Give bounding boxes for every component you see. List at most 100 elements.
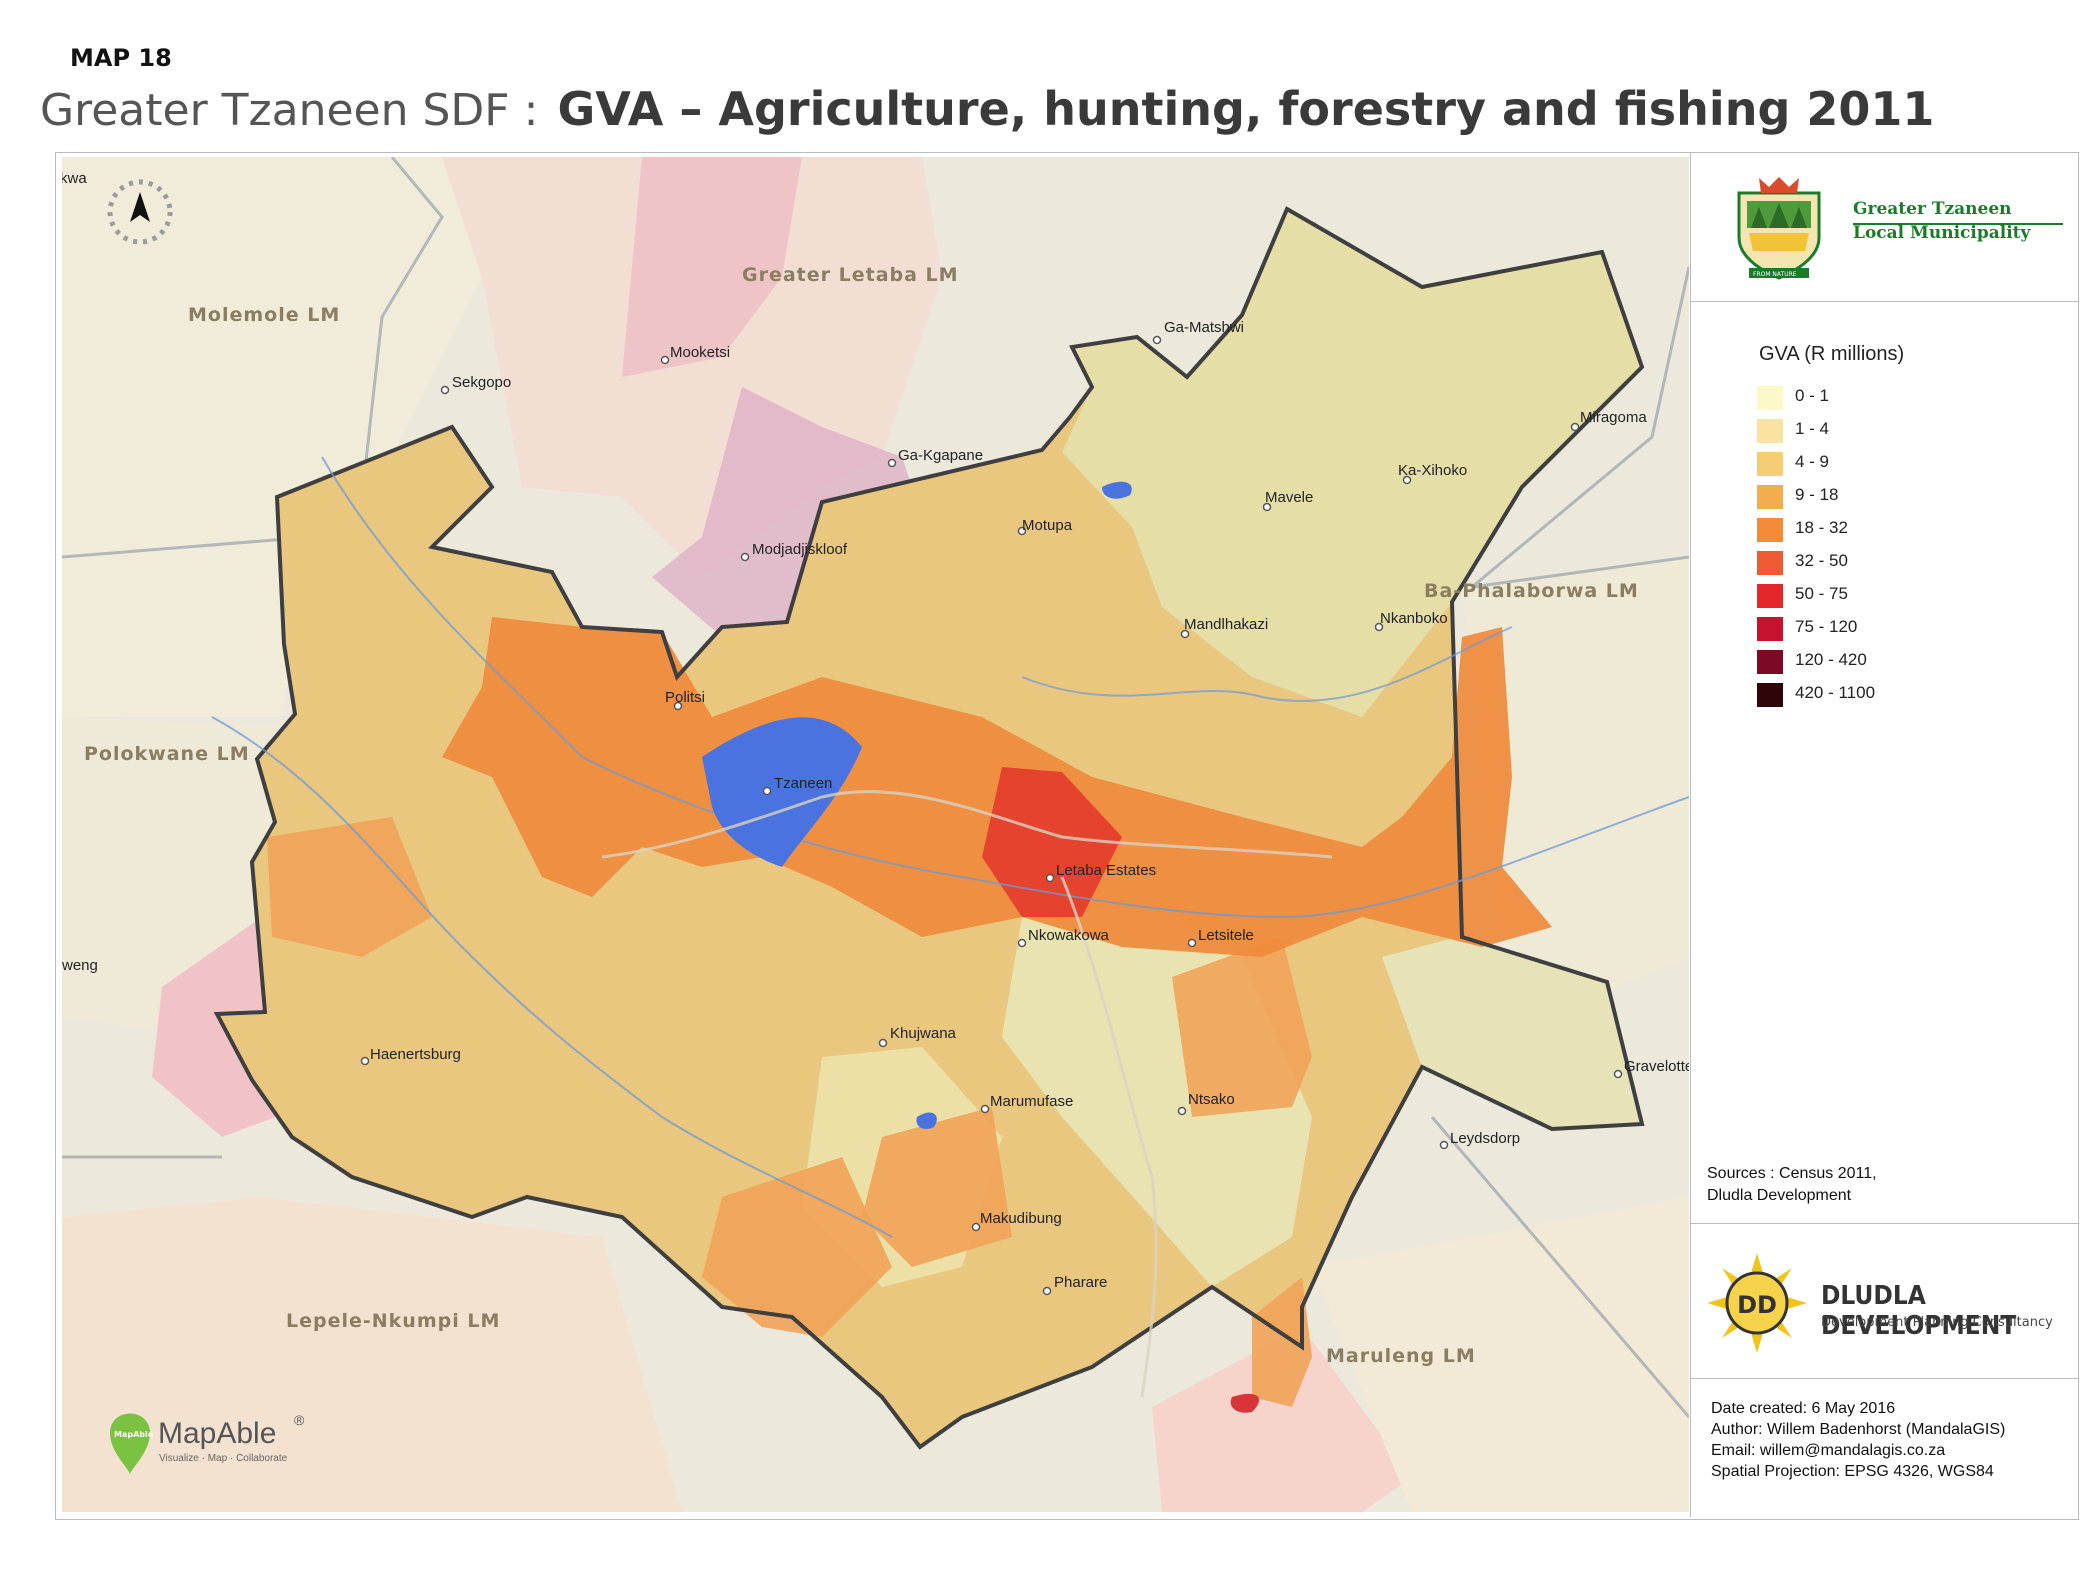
legend-label: 18 - 32 — [1795, 518, 1848, 537]
place-label-politsi: Politsi — [665, 689, 705, 706]
map-svg[interactable]: Greater Letaba LM Molemole LM Polokwane … — [62, 157, 1689, 1512]
place-marker — [660, 355, 670, 365]
region-label-lepele-nkumpi: Lepele-Nkumpi LM — [286, 1310, 500, 1332]
lm-boundary-line — [1471, 555, 1689, 589]
legend-label: 32 - 50 — [1795, 551, 1848, 570]
place-label-nkowakowa: Nkowakowa — [1028, 927, 1110, 944]
tzaneen-dam — [702, 717, 862, 867]
credit-date: Date created: 6 May 2016 — [1711, 1400, 1896, 1417]
river — [1021, 626, 1513, 702]
municipality-name-line2: Local Municipality — [1853, 223, 2031, 243]
place-marker — [1439, 1140, 1449, 1150]
gva-class-9-18-letsitele — [1172, 937, 1312, 1117]
place-label-kwa: kwa — [62, 170, 87, 187]
legend-title: GVA (R millions) — [1759, 343, 1905, 365]
place-label-gravelotte: Gravelotte — [1624, 1058, 1689, 1075]
place-marker — [878, 1038, 888, 1048]
place-marker — [762, 786, 772, 796]
legend-panel: FROM NATURE Greater Tzaneen Local Munici… — [1690, 153, 2078, 1517]
place-marker — [1187, 938, 1197, 948]
sources-note: Sources : Census 2011, Dludla Developmen… — [1707, 1163, 1877, 1207]
lepele-nkumpi-area — [62, 1197, 682, 1512]
gva-class-18-32-core — [442, 617, 1552, 957]
dludla-tagline: Development Planning Consultancy — [1821, 1315, 2053, 1330]
map-number: MAP 18 — [70, 44, 172, 72]
legend-swatch — [1757, 452, 1783, 476]
legend-label: 0 - 1 — [1795, 386, 1830, 405]
legend-label: 1 - 4 — [1795, 419, 1830, 438]
place-marker — [740, 552, 750, 562]
mapable-badge-text: MapAble — [114, 1430, 154, 1439]
place-marker — [971, 1222, 981, 1232]
legend-label: 50 - 75 — [1795, 584, 1848, 603]
place-label-miragoma: Miragoma — [1580, 409, 1647, 426]
place-label-mooketsi: Mooketsi — [670, 344, 730, 361]
place-label-pharare: Pharare — [1054, 1274, 1107, 1291]
greater-letaba-pink — [622, 157, 802, 377]
place-label-mandlhakazi: Mandlhakazi — [1184, 616, 1268, 633]
credits-block: Date created: 6 May 2016 Author: Willem … — [1711, 1398, 2005, 1482]
place-marker — [1262, 502, 1272, 512]
place-label-leydsdorp: Leydsdorp — [1450, 1130, 1520, 1147]
place-marker — [1180, 629, 1190, 639]
sun-icon: DD — [1707, 1253, 1807, 1353]
municipality-motto: FROM NATURE — [1753, 271, 1797, 278]
legend-label: 4 - 9 — [1795, 452, 1830, 471]
lm-boundary-line — [62, 535, 313, 559]
legend-label: 9 - 18 — [1795, 485, 1839, 504]
legend-swatch — [1757, 683, 1783, 707]
sources-line2: Dludla Development — [1707, 1187, 1852, 1204]
place-label-letaba-estates: Letaba Estates — [1056, 862, 1156, 879]
gva-class-32-50 — [982, 767, 1122, 917]
sources-line1: Sources : Census 2011, — [1707, 1165, 1877, 1182]
place-label-weng: weng — [62, 957, 98, 974]
credit-projection: Spatial Projection: EPSG 4326, WGS84 — [1711, 1463, 1994, 1480]
title-prefix: Greater Tzaneen SDF : — [40, 85, 539, 136]
region-label-greater-letaba: Greater Letaba LM — [742, 264, 959, 286]
greater-tzaneen-boundary — [213, 206, 1645, 1450]
region-label-polokwane: Polokwane LM — [84, 743, 250, 765]
lm-boundary-line — [1430, 1116, 1689, 1418]
lm-boundary-line — [1471, 266, 1689, 589]
title-main: GVA – Agriculture, hunting, forestry and… — [557, 82, 1935, 136]
mapable-tagline: Visualize · Map · Collaborate — [159, 1453, 288, 1464]
place-label-nkanboko: Nkanboko — [1380, 610, 1448, 627]
place-marker — [1017, 938, 1027, 948]
dludla-logo: DD — [1707, 1253, 1807, 1353]
gva-class-9-18-south — [702, 1157, 892, 1337]
place-marker — [887, 458, 897, 468]
gva-class-9-18-se — [1252, 1277, 1312, 1407]
place-marker — [1045, 873, 1055, 883]
legend-swatch — [1757, 584, 1783, 608]
maruleng-pink — [1152, 1327, 1412, 1512]
legend-swatch — [1757, 419, 1783, 443]
place-label-modjadjiskloof: Modjadjiskloof — [752, 541, 848, 558]
map-canvas[interactable]: Greater Letaba LM Molemole LM Polokwane … — [62, 157, 1689, 1512]
gva-class-0-1-east — [1382, 937, 1642, 1129]
place-marker — [1177, 1106, 1187, 1116]
legend-label: 75 - 120 — [1795, 617, 1858, 636]
map-title: Greater Tzaneen SDF : GVA – Agriculture,… — [40, 82, 1934, 136]
place-marker — [360, 1056, 370, 1066]
panel-divider — [1691, 1223, 2078, 1224]
place-label-ntsako: Ntsako — [1188, 1091, 1235, 1108]
place-label-khujwana: Khujwana — [890, 1025, 957, 1042]
region-label-maruleng: Maruleng LM — [1326, 1345, 1476, 1367]
legend-label: 420 - 1100 — [1795, 683, 1876, 702]
legend-swatch — [1757, 650, 1783, 674]
municipality-rule — [1853, 223, 2063, 225]
place-marker — [980, 1104, 990, 1114]
municipality-name-line1: Greater Tzaneen — [1853, 199, 2012, 219]
water-body — [1230, 1393, 1260, 1413]
dludla-name: DLUDLA DEVELOPMENT — [1821, 1281, 2017, 1341]
road — [601, 790, 1333, 859]
place-marker — [1613, 1069, 1623, 1079]
gva-class-9-18-west — [267, 817, 432, 957]
legend-label: 120 - 420 — [1795, 650, 1867, 669]
north-arrow-icon — [107, 179, 173, 245]
place-marker — [1402, 475, 1412, 485]
region-label-ba-phalaborwa: Ba-Phalaborwa LM — [1424, 580, 1639, 602]
place-marker — [1152, 335, 1162, 345]
molemole-area — [62, 157, 482, 717]
panel-divider — [1691, 1378, 2078, 1379]
